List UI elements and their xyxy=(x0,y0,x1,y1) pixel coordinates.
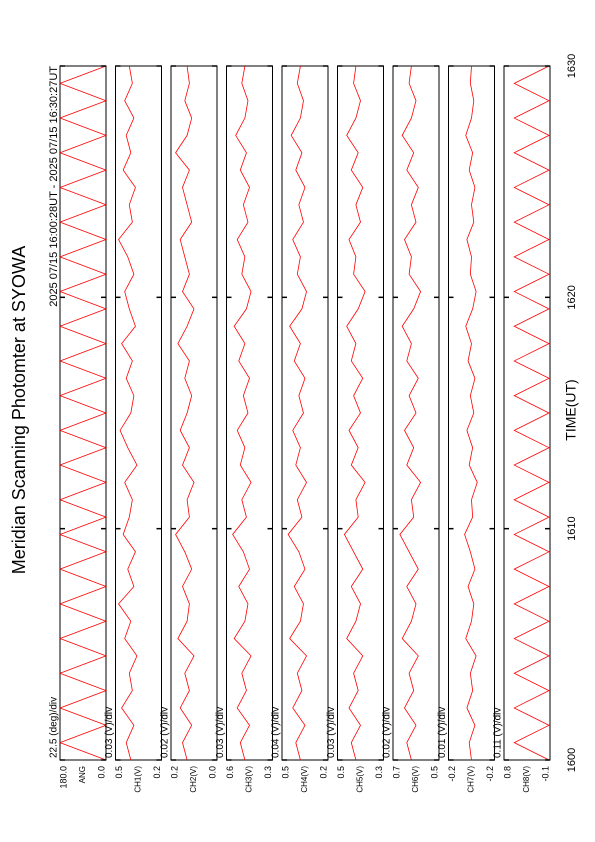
y-tick-label: 0.5 xyxy=(429,766,439,779)
y-axis-label: CH8(V) xyxy=(522,766,531,793)
scale-label: 0.11 (V)/div xyxy=(493,708,504,758)
y-tick-label: 0.6 xyxy=(225,766,235,779)
scale-label: 0.02 (V)/div xyxy=(382,707,393,758)
y-axis-label: CH1(V) xyxy=(134,766,143,793)
panel-frame xyxy=(226,65,273,761)
panel-frame xyxy=(59,65,107,761)
scale-label: 0.03 (V)/div xyxy=(326,707,337,758)
x-axis-label: TIME(UT) xyxy=(563,379,579,440)
panel-frame xyxy=(281,65,329,761)
scale-label: 0.01 (V)/div xyxy=(437,707,448,758)
data-line xyxy=(399,65,422,761)
y-axis-label: CH2(V) xyxy=(189,766,198,793)
data-line xyxy=(58,65,108,761)
scale-label: 0.03 (V)/div xyxy=(104,707,115,758)
y-tick-label: 0.5 xyxy=(336,766,346,779)
y-tick-label: 0.3 xyxy=(263,766,273,779)
data-line xyxy=(513,65,550,761)
y-tick-label: 0.2 xyxy=(152,766,162,779)
y-tick-label: 0.0 xyxy=(207,766,217,779)
panel-frame xyxy=(448,65,495,761)
y-tick-label: 0.5 xyxy=(114,766,124,779)
scale-label: 0.04 (V)/div xyxy=(271,707,282,758)
scale-label: 0.03 (V)/div xyxy=(215,707,226,758)
scale-label: 0.02 (V)/div xyxy=(160,707,171,758)
data-line xyxy=(232,65,252,761)
x-tick-label: 1610 xyxy=(566,516,578,540)
scale-label: 22.5 (deg)/div xyxy=(49,697,60,758)
data-line xyxy=(464,65,478,761)
y-tick-label: 0.5 xyxy=(280,766,290,779)
y-axis-label: CH5(V) xyxy=(356,766,365,793)
x-tick-label: 1600 xyxy=(566,748,578,772)
data-line xyxy=(175,65,195,761)
data-line xyxy=(343,65,366,761)
panel-frame xyxy=(503,65,551,761)
y-tick-label: -0.1 xyxy=(540,766,550,782)
y-axis-label: CH4(V) xyxy=(300,766,309,793)
panel-frame xyxy=(170,65,218,761)
data-line xyxy=(287,65,308,761)
data-line xyxy=(118,65,138,761)
y-tick-label: -0.2 xyxy=(485,766,495,782)
panel-frame xyxy=(115,65,162,761)
y-axis-label: ANG xyxy=(78,766,87,783)
panel-frame xyxy=(392,65,440,761)
y-tick-label: 0.0 xyxy=(96,766,106,779)
y-tick-label: 0.8 xyxy=(502,766,512,779)
panel-frame xyxy=(337,65,384,761)
x-tick-label: 1620 xyxy=(566,285,578,309)
y-axis-label: CH3(V) xyxy=(245,766,254,793)
y-tick-label: -0.2 xyxy=(447,766,457,782)
y-axis-label: CH6(V) xyxy=(411,766,420,793)
y-tick-label: 0.2 xyxy=(169,766,179,779)
y-tick-label: 0.2 xyxy=(318,766,328,779)
y-tick-label: 0.7 xyxy=(391,766,401,779)
y-tick-label: 0.3 xyxy=(374,766,384,779)
x-tick-label: 1630 xyxy=(566,54,578,78)
y-tick-label: 180.0 xyxy=(58,766,68,789)
chart-title: Meridian Scanning Photomter at SYOWA xyxy=(9,246,29,574)
subtitle: 2025 07/15 16:00:28UT - 2025 07/15 16:30… xyxy=(48,66,60,307)
y-axis-label: CH7(V) xyxy=(467,766,476,793)
